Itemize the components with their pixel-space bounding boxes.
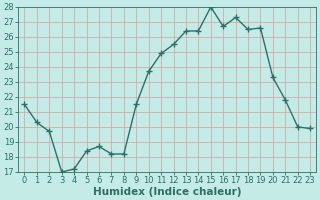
X-axis label: Humidex (Indice chaleur): Humidex (Indice chaleur) — [93, 187, 242, 197]
